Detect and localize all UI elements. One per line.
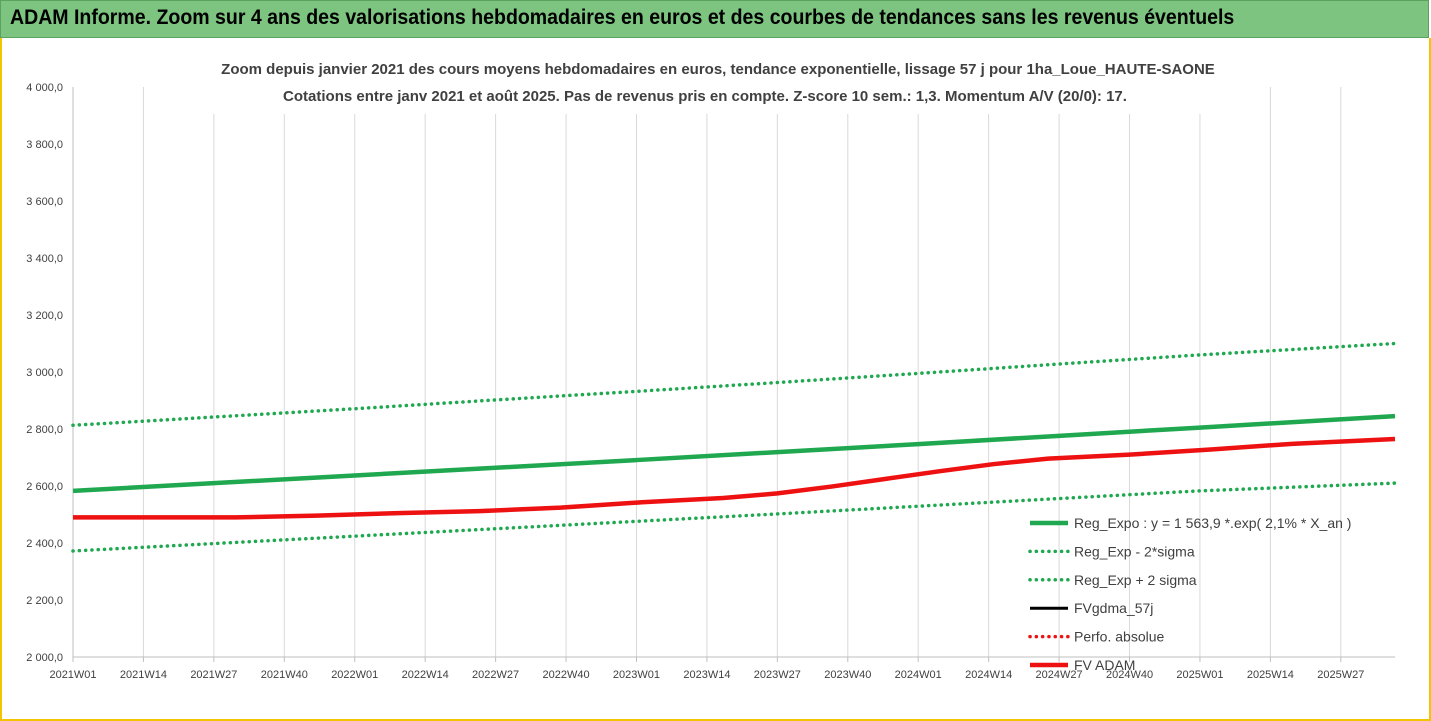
x-tick-label: 2023W14 (683, 669, 730, 681)
y-tick-label: 3 000,0 (26, 367, 63, 379)
x-tick-label: 2023W27 (754, 669, 801, 681)
x-tick-label: 2023W01 (613, 669, 660, 681)
report-banner: ADAM Informe. Zoom sur 4 ans des valoris… (0, 0, 1429, 38)
y-tick-label: 2 400,0 (26, 538, 63, 550)
chart-subtitle: Cotations entre janv 2021 et août 2025. … (283, 88, 1127, 105)
report-title: ADAM Informe. Zoom sur 4 ans des valoris… (10, 6, 1235, 29)
x-tick-label: 2022W01 (331, 669, 378, 681)
x-tick-label: 2024W14 (965, 669, 1012, 681)
x-tick-label: 2021W40 (261, 669, 308, 681)
axis-layer: 2021W01 2021W14 2021W27 2021W40 2022W01 2022W… (26, 82, 1395, 681)
y-tick-label: 2 200,0 (26, 595, 63, 607)
legend-label: Reg_Expo : y = 1 563,9 *.exp( 2,1% * X_a… (1074, 515, 1351, 531)
x-tick-label: 2022W14 (402, 669, 449, 681)
x-tick-label: 2024W40 (1106, 669, 1153, 681)
y-tick-label: 2 600,0 (26, 481, 63, 493)
x-tick-label: 2025W01 (1176, 669, 1223, 681)
y-tick-label: 3 600,0 (26, 196, 63, 208)
x-tick-label: 2024W27 (1036, 669, 1083, 681)
series-line-1 (71, 481, 1397, 553)
y-tick-label: 2 000,0 (26, 652, 63, 664)
line-chart: 2021W01 2021W14 2021W27 2021W40 2022W01 2022W… (26, 56, 1397, 681)
x-tick-label: 2024W01 (895, 669, 942, 681)
y-tick-label: 2 800,0 (26, 424, 63, 436)
x-tick-label: 2021W01 (49, 669, 96, 681)
x-tick-label: 2025W14 (1247, 669, 1294, 681)
x-tick-label: 2021W14 (120, 669, 167, 681)
legend-label: FVgdma_57j (1074, 600, 1153, 616)
legend: Reg_Expo : y = 1 563,9 *.exp( 2,1% * X_a… (1028, 515, 1351, 673)
legend-label: Perfo. absolue (1074, 629, 1164, 645)
y-tick-label: 3 200,0 (26, 310, 63, 322)
series-layer (71, 341, 1397, 553)
x-tick-label: 2022W27 (472, 669, 519, 681)
legend-label: Reg_Exp + 2 sigma (1074, 572, 1197, 588)
grid-layer (142, 56, 1342, 657)
series-line-2 (71, 341, 1397, 428)
legend-label: FV ADAM (1074, 657, 1135, 673)
series-line-5 (73, 436, 1396, 520)
chart-title: Zoom depuis janvier 2021 des cours moyen… (221, 61, 1215, 78)
x-tick-label: 2022W40 (542, 669, 589, 681)
chart-frame: 2021W01 2021W14 2021W27 2021W40 2022W01 2022W… (0, 38, 1431, 721)
series-line-0 (72, 413, 1396, 494)
legend-label: Reg_Exp - 2*sigma (1074, 543, 1195, 559)
x-tick-label: 2023W40 (824, 669, 871, 681)
x-tick-label: 2021W27 (190, 669, 237, 681)
y-tick-label: 3 400,0 (26, 253, 63, 265)
y-tick-label: 4 000,0 (26, 82, 63, 94)
y-tick-label: 3 800,0 (26, 139, 63, 151)
x-tick-label: 2025W27 (1317, 669, 1364, 681)
title-box (184, 56, 1252, 114)
